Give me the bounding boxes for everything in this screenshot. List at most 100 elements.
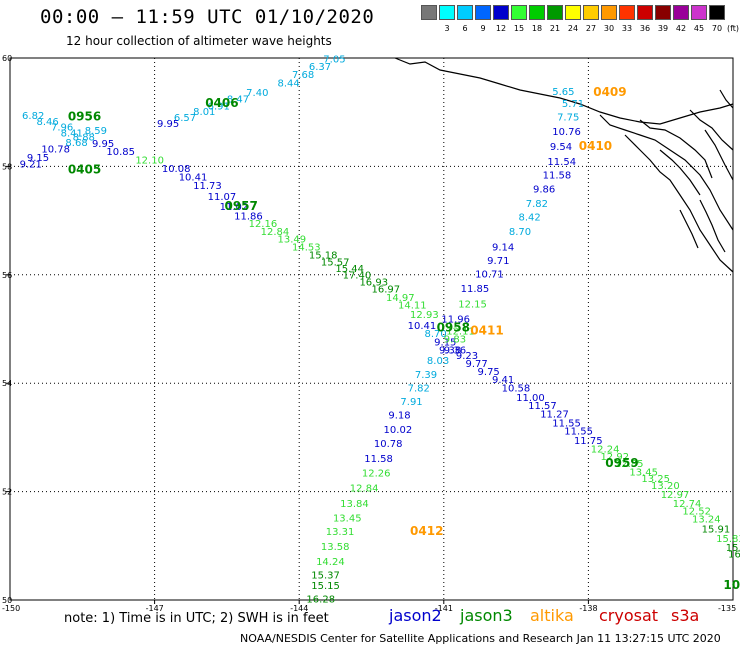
wave-height-value: 13.20: [651, 481, 680, 492]
wave-height-value: 12.24: [591, 445, 620, 456]
scale-swatch: [493, 5, 509, 20]
wave-height-value: 8.88: [73, 132, 95, 143]
wave-height-value: 7.91: [400, 397, 422, 408]
wave-height-value: 7.05: [323, 54, 345, 65]
wave-height-value: 8.47: [227, 94, 249, 105]
track-time-label: 10: [723, 578, 740, 592]
wave-height-value: 14.11: [398, 300, 427, 311]
wave-height-value: 12.15: [458, 299, 487, 310]
scale-swatch: [601, 5, 617, 20]
lat-lon-grid: [10, 58, 733, 600]
wave-height-value: 8.59: [85, 126, 107, 137]
scale-label: 39: [657, 24, 669, 33]
wave-height-value: 11.96: [441, 314, 470, 325]
wave-height-value: 11.55: [552, 419, 581, 430]
wave-height-value: 10.78: [374, 439, 403, 450]
scale-label: 27: [585, 24, 597, 33]
track-time-label: 0957: [224, 199, 257, 213]
wave-height-value: 12.10: [135, 156, 164, 167]
scale-label: 3: [444, 24, 450, 33]
scale-swatch: [529, 5, 545, 20]
wave-height-value: 11.02: [220, 202, 249, 213]
wave-height-value: 10.41: [179, 172, 208, 183]
wave-height-value: 12.97: [661, 490, 690, 501]
scale-label: 24: [567, 24, 579, 33]
wave-height-value: 10.41: [408, 321, 437, 332]
wave-height-value: 9.95: [92, 139, 114, 150]
wave-height-value: 9.15: [434, 337, 456, 348]
wave-height-value: 14.24: [316, 557, 345, 568]
coastline-segment: [699, 199, 726, 253]
lon-label: -147: [146, 604, 164, 613]
scale-swatch: [691, 5, 707, 20]
lat-label: 56: [2, 271, 12, 280]
wave-height-value: 8.46: [37, 117, 59, 128]
wave-height-value: 10.02: [384, 425, 413, 436]
scale-swatch: [439, 5, 455, 20]
wave-height-value: 9.23: [456, 351, 478, 362]
lat-label: 50: [2, 596, 12, 605]
scale-label: 9: [480, 24, 486, 33]
wave-height-value: 16.97: [372, 285, 401, 296]
wave-height-value: 11.58: [364, 454, 393, 465]
wave-height-value: 16.28: [306, 595, 335, 606]
scale-label: 15: [513, 24, 525, 33]
coastline-segment: [599, 114, 734, 231]
map-frame: [6, 57, 734, 604]
wave-height-value: 9.18: [388, 410, 410, 421]
wave-height-value: 14.97: [386, 293, 415, 304]
map-subtitle: 12 hour collection of altimeter wave hei…: [66, 34, 332, 48]
wave-height-value: 13.31: [326, 527, 355, 538]
credit-line: NOAA/NESDIS Center for Satellite Applica…: [240, 632, 721, 645]
scale-swatch: [673, 5, 689, 20]
lon-label: -150: [2, 604, 20, 613]
wave-height-value: 8.44: [278, 79, 300, 90]
wave-height-value: 15.18: [726, 543, 740, 554]
scale-swatch: [547, 5, 563, 20]
wave-height-value: 12.26: [362, 468, 391, 479]
wave-height-value: 12.74: [673, 499, 702, 510]
wave-height-value: 10.78: [41, 144, 70, 155]
satellite-name: s3a: [671, 606, 700, 625]
wave-height-value: 11.85: [461, 284, 490, 295]
scale-swatch: [583, 5, 599, 20]
wave-height-value: 15.57: [321, 258, 350, 269]
wave-height-value: 16.93: [359, 278, 388, 289]
wave-height-value: 17.40: [343, 271, 372, 282]
track-time-label: 0410: [579, 139, 612, 153]
coastline-segment: [639, 119, 713, 179]
wave-height-value: 11.75: [574, 436, 603, 447]
footer-note: note: 1) Time is in UTC; 2) SWH is in fe…: [64, 611, 329, 626]
wave-height-points: 7.056.377.688.447.408.476.918.016.579.95…: [20, 54, 740, 605]
track-time-label: 0412: [410, 524, 443, 538]
wave-height-value: 12.52: [682, 506, 711, 517]
wave-height-value: 9.36: [444, 345, 466, 356]
wave-height-value: 13.45: [629, 467, 658, 478]
wave-height-value: 7.39: [415, 370, 437, 381]
wave-height-value: 10.76: [552, 127, 581, 138]
wave-height-value: 8.42: [519, 213, 541, 224]
scale-label: 30: [603, 24, 615, 33]
wave-height-value: 11.27: [540, 409, 569, 420]
scale-swatch: [565, 5, 581, 20]
wave-height-value: 11.07: [208, 192, 237, 203]
coastline: [394, 57, 734, 273]
map-border: [9, 57, 734, 601]
wave-height-value: 12.85: [615, 459, 644, 470]
wave-height-value: 6.37: [309, 62, 331, 73]
satellite-name: jason3: [460, 606, 513, 625]
scale-label: 42: [675, 24, 687, 33]
track-labels: 0956 0406 0405 0957 0958 0959 10 0409 0410 0411 04…: [68, 85, 740, 592]
wave-height-value: 9.83: [444, 335, 466, 346]
wave-height-value: 9.71: [487, 256, 509, 267]
wave-height-value: 8.03: [427, 356, 449, 367]
wave-height-value: 12.93: [410, 310, 439, 321]
map-title: 00:00 – 11:59 UTC 01/10/2020: [40, 6, 375, 28]
lat-label: 60: [2, 54, 12, 63]
satellite-name: cryosat: [599, 606, 659, 625]
wave-height-value: 9.54: [550, 142, 572, 153]
wave-height-value: 5.65: [552, 87, 574, 98]
wave-height-value: 15.18: [309, 251, 338, 262]
track-time-label: 0411: [470, 323, 503, 337]
